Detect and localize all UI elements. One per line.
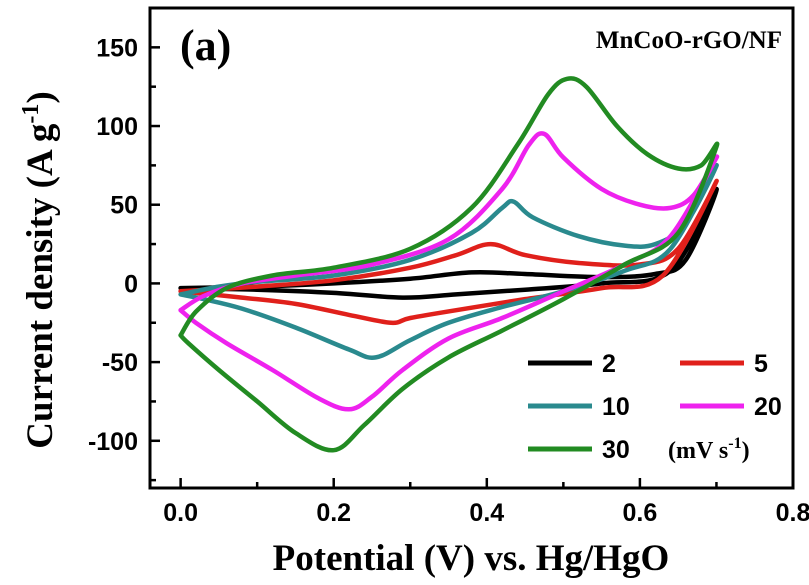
legend-label-5: 5 [754,350,768,378]
x-axis-label: Potential (V) vs. Hg/HgO [273,538,670,579]
plot-lines [178,76,720,453]
series-line-20 [178,131,720,412]
axis-ticks: 0.0 0.2 0.4 0.6 0.8 -100 -50 0 50 100 150 [88,6,809,527]
panel-label: (a) [180,21,231,70]
x-tick-label: 0.2 [316,499,351,527]
x-tick-label: 0.4 [469,499,504,527]
series-line-5 [178,178,719,326]
y-tick-label: 100 [96,113,138,141]
plot-frame [148,6,795,490]
y-tick-label: -100 [88,428,138,456]
legend-unit: (mV s-1) [668,435,750,464]
legend-label-20: 20 [754,393,782,421]
y-tick-label: -50 [102,349,138,377]
y-tick-label: 150 [96,34,138,62]
y-tick-label: 0 [124,270,138,298]
legend-label-2: 2 [602,350,616,378]
legend: 2 5 10 20 30 (mV s-1) [528,350,782,464]
y-axis-label: Current density (A g-1) [18,91,61,448]
x-tick-label: 0.6 [623,499,658,527]
series-line-30 [178,76,720,453]
legend-label-10: 10 [602,393,630,421]
legend-label-30: 30 [602,436,630,464]
y-tick-label: 50 [110,192,138,220]
series-line-2 [178,186,719,300]
x-tick-label: 0.0 [163,499,198,527]
x-tick-label: 0.8 [776,499,809,527]
sample-label: MnCoO-rGO/NF [596,27,782,54]
series-line-10 [178,163,719,360]
